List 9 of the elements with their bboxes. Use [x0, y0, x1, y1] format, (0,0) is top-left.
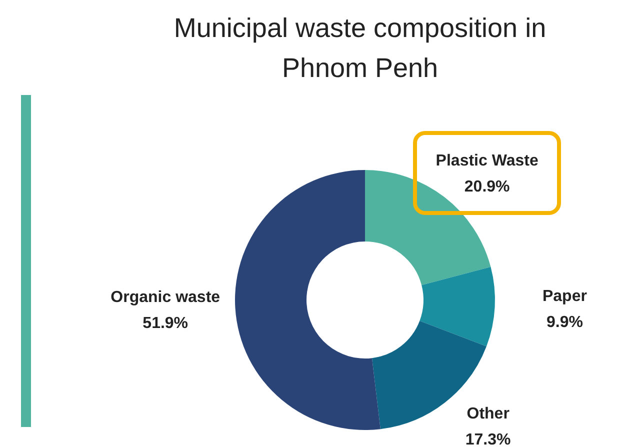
slice-label: Other	[466, 406, 510, 423]
data-label: 51.9%	[142, 314, 188, 332]
slice-label: Plastic Waste	[436, 152, 538, 170]
chart-title: Municipal waste composition in Phnom Penh	[172, 12, 548, 85]
data-label: 17.3%	[465, 432, 511, 447]
data-label: 20.9%	[464, 178, 510, 196]
data-label: 9.9%	[546, 314, 583, 331]
slice-label: Paper	[542, 288, 587, 305]
slice-label: Organic waste	[110, 288, 220, 306]
